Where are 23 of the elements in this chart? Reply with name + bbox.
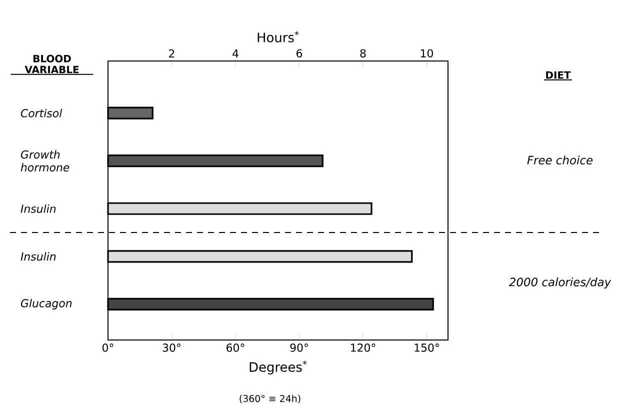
y-tick-label: Glucagon (20, 298, 72, 310)
x-axis-title: Degrees$^{*}$ (250, 360, 307, 374)
text: 2000 calories/day (508, 277, 612, 289)
x2-tick-label: 10 (420, 49, 433, 58)
y-tick-label: Cortisol (20, 108, 62, 118)
x2-tick-label: 2 (169, 49, 174, 58)
text: (360° ≡ 24h) (240, 394, 300, 404)
x-tick-label: 30° (162, 344, 180, 352)
y-tick-label: Growth hormone (20, 150, 70, 172)
x-tick-label: 90° (290, 344, 308, 352)
x2-axis-title: Hours$^{*}$ (258, 31, 299, 42)
text: Free choice (527, 156, 593, 164)
x-tick-label: 60° (226, 344, 244, 352)
x-tick-label: 150° (414, 344, 439, 352)
x2-tick-label: 4 (232, 49, 238, 58)
x2-tick-label: 6 (296, 49, 302, 58)
y-tick-label: Insulin (20, 252, 56, 261)
x2-tick-label: 8 (360, 49, 366, 58)
y-tick-label: Insulin (20, 204, 56, 213)
text: DIET (546, 71, 571, 79)
x-tick-label: 0° (102, 344, 114, 352)
x-tick-label: 120° (351, 344, 376, 352)
y-axis-title: BLOOD VARIABLE (24, 54, 79, 74)
